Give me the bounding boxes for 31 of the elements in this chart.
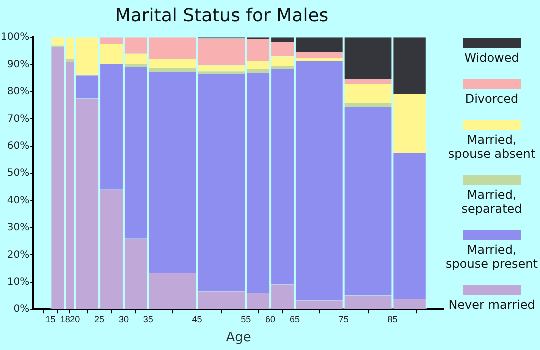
x-tick-label: 25	[94, 314, 105, 324]
x-tick-label: 75	[338, 314, 349, 324]
legend-label: Widowed	[464, 51, 520, 65]
y-tick-label: 20%	[7, 250, 30, 261]
legend-label: Married, spouse present	[446, 243, 538, 271]
x-tick-label: 55	[241, 314, 252, 324]
x-tick-label: 30	[118, 314, 129, 324]
legend-label: Never married	[448, 298, 536, 312]
y-tick-label: 0%	[14, 304, 30, 316]
x-tick-label: 15	[46, 314, 56, 324]
y-tick-label: 100%	[0, 32, 30, 44]
y-tick-label: 90%	[7, 59, 30, 70]
x-tick-label: 85	[388, 314, 398, 324]
legend-label: Divorced	[465, 92, 519, 106]
x-tick-label: 18	[60, 314, 70, 324]
y-tick-label: 10%	[7, 276, 30, 288]
chart-title: Marital Status for Males	[115, 5, 329, 26]
y-tick-label: 80%	[7, 86, 30, 98]
y-tick-label: 40%	[7, 195, 30, 206]
x-axis-title: Age	[226, 330, 252, 346]
y-tick-label: 60%	[7, 140, 30, 152]
x-tick-label: 20	[70, 314, 80, 324]
y-tick-label: 30%	[7, 222, 30, 234]
x-tick-label: 60	[266, 314, 276, 324]
y-tick-label: 50%	[7, 168, 30, 180]
x-tick-label: 45	[192, 314, 202, 324]
x-tick-label: 35	[143, 314, 154, 324]
y-tick-label: 70%	[7, 114, 30, 125]
legend-label: Married, separated	[460, 188, 524, 216]
x-tick-label: 65	[290, 314, 300, 324]
legend-label: Married, spouse absent	[447, 133, 537, 161]
